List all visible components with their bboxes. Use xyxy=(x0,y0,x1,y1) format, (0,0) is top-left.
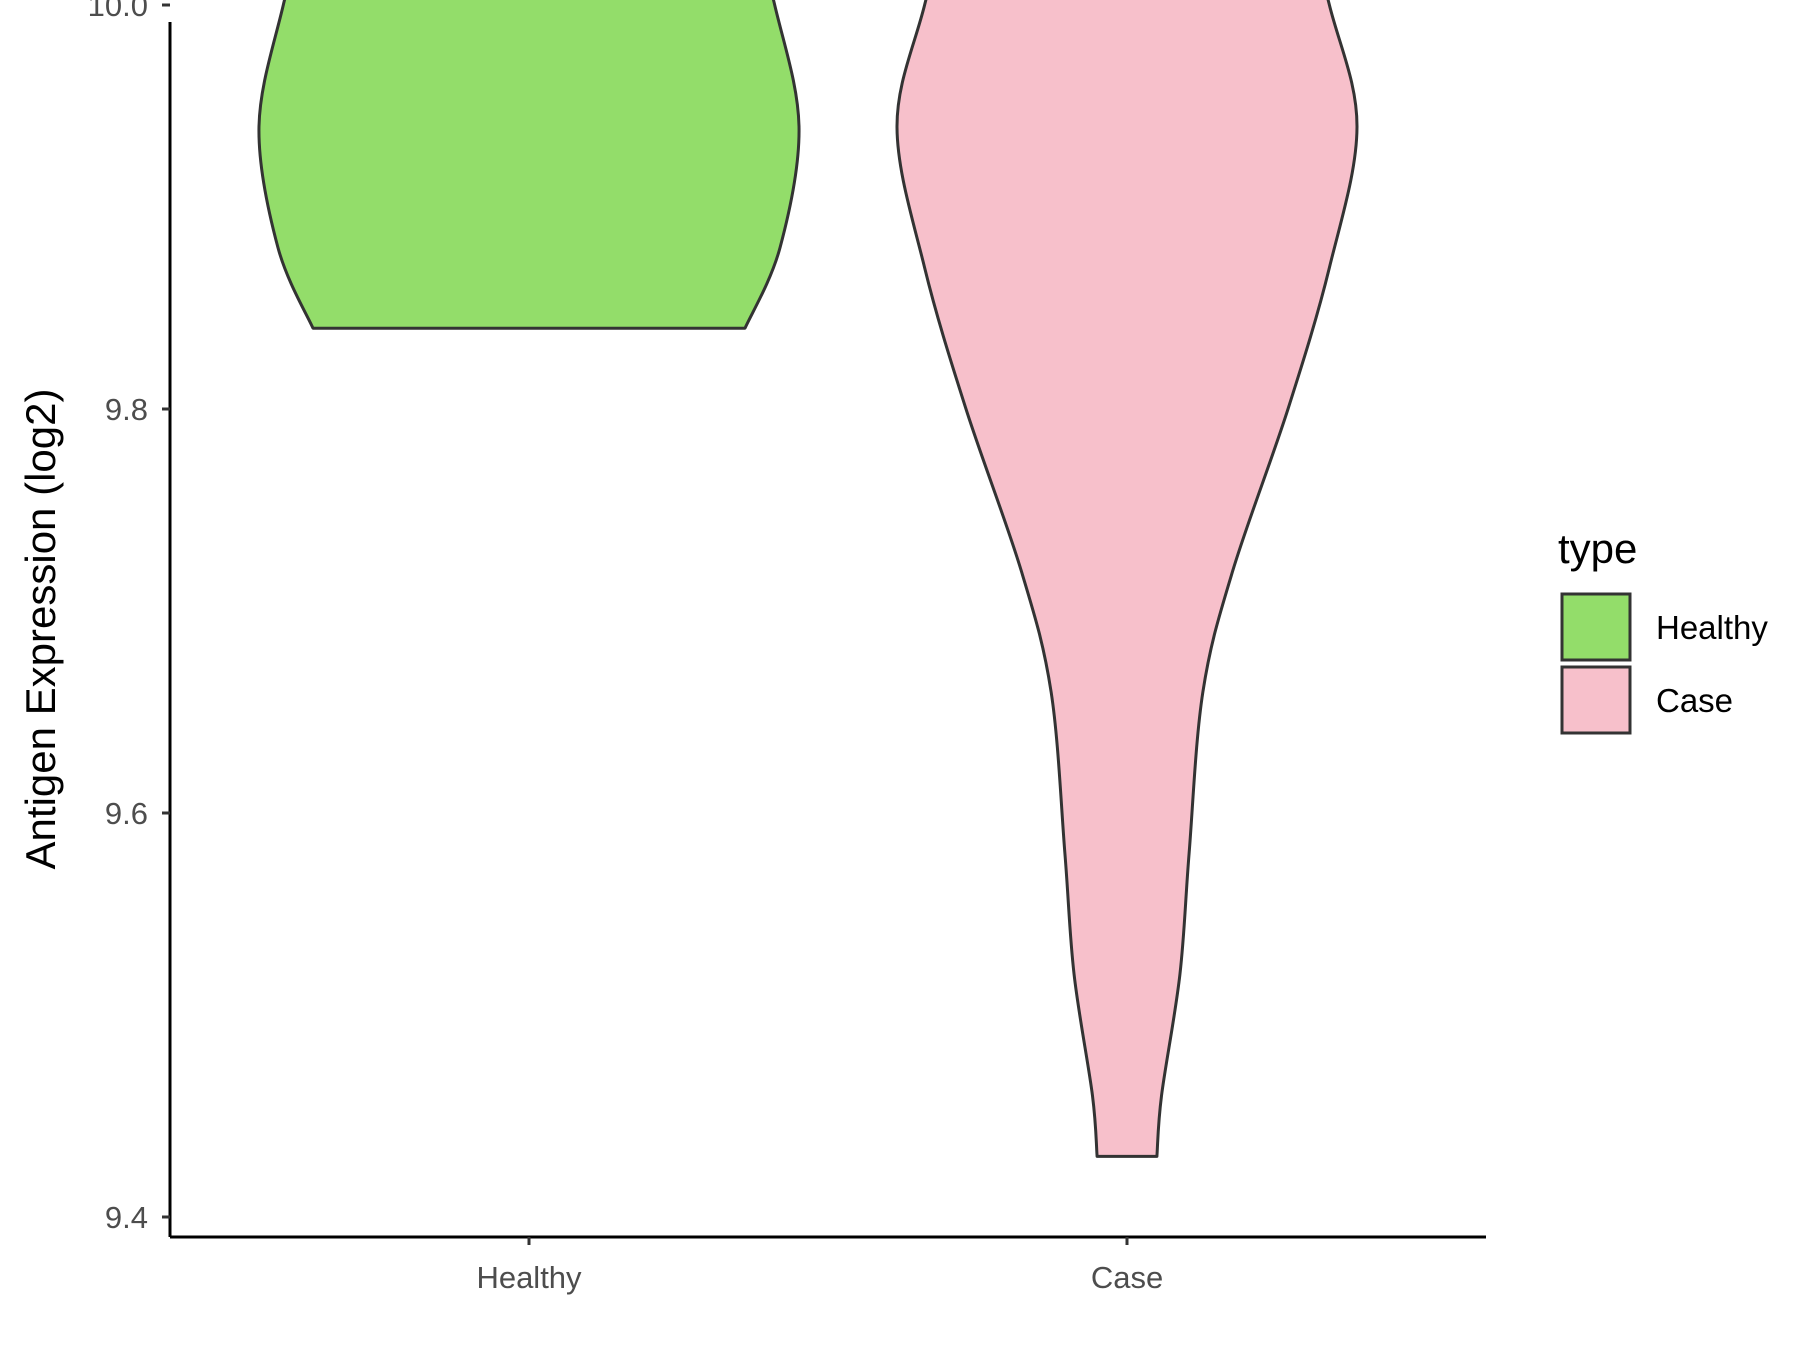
y-axis-title: Antigen Expression (log2) xyxy=(17,389,64,870)
legend: type Healthy Case xyxy=(1558,525,1768,735)
y-tick-layer: 9.49.69.810.010.210.4 xyxy=(88,0,170,1235)
legend-swatch-healthy xyxy=(1560,592,1632,662)
y-tick-label: 9.6 xyxy=(105,796,148,831)
x-tick-layer: Healthy Case xyxy=(476,1237,1163,1295)
violin-healthy xyxy=(257,0,801,330)
y-tick-label: 9.8 xyxy=(105,392,148,427)
violin-case xyxy=(895,0,1359,1158)
legend-label-healthy: Healthy xyxy=(1656,609,1768,646)
legend-title: type xyxy=(1558,525,1637,572)
legend-label-case: Case xyxy=(1656,682,1733,719)
x-tick-label-healthy: Healthy xyxy=(476,1260,582,1295)
y-tick-label: 10.0 xyxy=(88,0,148,23)
legend-swatch-case xyxy=(1560,665,1632,735)
y-tick-label: 9.4 xyxy=(105,1200,148,1235)
violin-layer xyxy=(257,0,1359,1158)
x-tick-label-case: Case xyxy=(1091,1260,1163,1295)
